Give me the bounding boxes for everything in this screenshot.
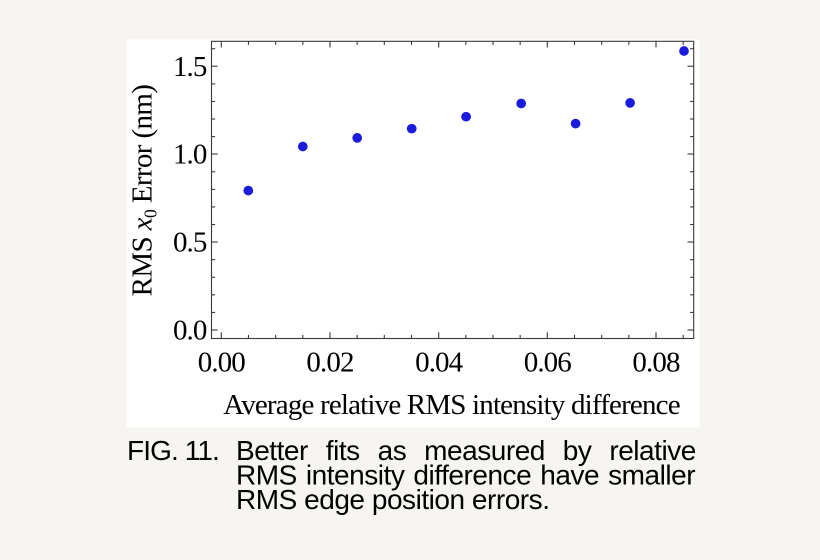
svg-text:0.00: 0.00 (198, 347, 246, 379)
svg-text:0.06: 0.06 (524, 347, 572, 379)
svg-text:RMS intensity difference have: RMS intensity difference have smaller (236, 460, 695, 491)
svg-text:1.5: 1.5 (173, 51, 207, 83)
svg-text:Better fits as measured by rel: Better fits as measured by relative (236, 435, 696, 466)
svg-text:FIG. 11.: FIG. 11. (127, 435, 219, 466)
svg-text:0.0: 0.0 (173, 315, 207, 347)
svg-text:0.5: 0.5 (173, 227, 207, 259)
svg-text:RMS edge position errors.: RMS edge position errors. (236, 484, 550, 515)
svg-text:1.0: 1.0 (173, 139, 207, 171)
svg-text:0.08: 0.08 (632, 347, 680, 379)
svg-text:RMS x0 Error (nm): RMS x0 Error (nm) (127, 85, 161, 297)
svg-text:0.02: 0.02 (306, 347, 353, 379)
svg-text:0.04: 0.04 (415, 347, 464, 379)
svg-text:Average relative RMS intensity: Average relative RMS intensity differenc… (223, 389, 680, 421)
